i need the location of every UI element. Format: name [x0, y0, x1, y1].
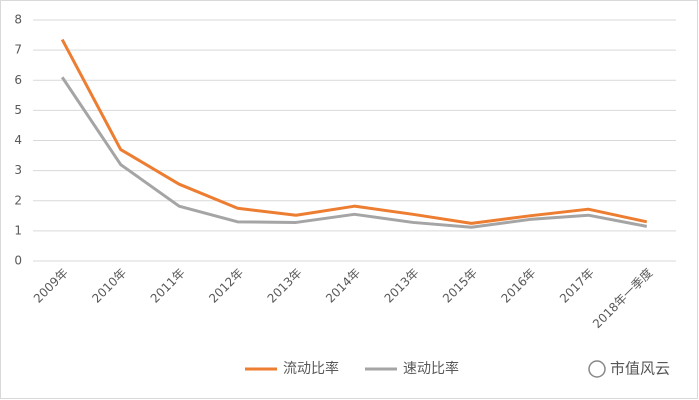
series-line: [60, 38, 648, 225]
series-line: [60, 76, 648, 229]
y-tick-label: 7: [14, 43, 22, 57]
legend-label: 速动比率: [403, 360, 459, 377]
y-tick-label: 3: [14, 163, 22, 177]
y-tick-label: 5: [14, 103, 22, 117]
watermark-icon: [588, 360, 606, 378]
watermark: 市值风云: [610, 360, 670, 378]
y-tick-label: 0: [14, 254, 22, 268]
y-tick-label: 2: [14, 193, 22, 207]
y-tick-label: 8: [14, 13, 22, 27]
legend-label: 流动比率: [283, 360, 339, 377]
y-tick-label: 6: [14, 73, 22, 87]
y-tick-label: 4: [14, 133, 22, 147]
y-tick-label: 1: [14, 223, 22, 237]
